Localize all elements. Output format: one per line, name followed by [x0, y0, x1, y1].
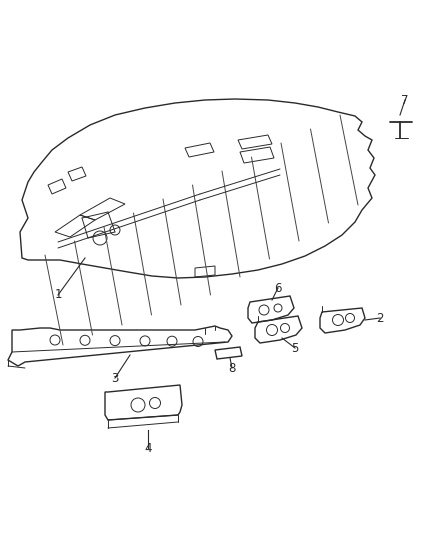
- Text: 2: 2: [375, 311, 383, 325]
- Text: 5: 5: [291, 342, 298, 354]
- Text: 3: 3: [111, 372, 118, 384]
- Text: 1: 1: [54, 288, 62, 302]
- Text: 6: 6: [274, 281, 281, 295]
- Text: 4: 4: [144, 441, 152, 455]
- Text: 7: 7: [400, 93, 408, 107]
- Text: 8: 8: [228, 361, 235, 375]
